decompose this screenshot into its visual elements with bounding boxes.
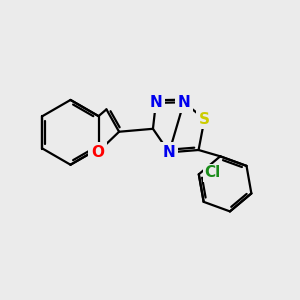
Text: O: O <box>91 145 104 160</box>
Text: N: N <box>178 95 190 110</box>
Text: Cl: Cl <box>205 165 221 180</box>
Text: N: N <box>149 95 162 110</box>
Text: N: N <box>163 145 175 160</box>
Text: S: S <box>199 112 210 127</box>
